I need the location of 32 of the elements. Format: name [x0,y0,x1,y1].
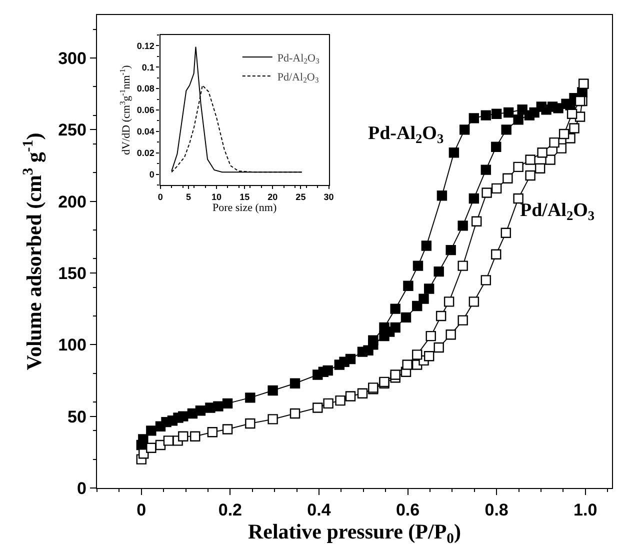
y-tick-label: 0.08 [136,84,154,94]
y-tick-label: 300 [58,48,86,68]
legend-label: Pd-Al$_{2}$O$_{3}$ [277,52,320,66]
x-tick-label: 0.2 [218,500,242,520]
y-tick-label: 0 [76,478,86,498]
y-tick-label: 0.1 [142,62,154,72]
annotation: Pd-Al$_{2}$O$_{3}$ [368,123,444,146]
y-tick-label: 0 [149,169,154,180]
annotation: Pd/Al$_{2}$O$_{3}$ [520,200,595,223]
y-tick-label: 0.02 [136,148,154,158]
x-tick-label: 5 [186,192,191,202]
legend-label: Pd/Al$_{2}$O$_{3}$ [277,71,319,85]
x-tick-label: 1.0 [574,500,598,520]
y-tick-label: 250 [58,120,86,140]
y-tick-label: 0.06 [136,105,154,116]
x-tick-label: 0.4 [307,500,332,520]
y-tick-label: 50 [68,407,86,426]
y-tick-label: 100 [58,336,86,355]
y-tick-label: 200 [58,192,86,212]
y-tick-label: 0.04 [136,126,154,137]
x-tick-label: 0 [158,192,163,202]
x-axis-title: Relative pressure (P/P$_{0}$) [248,520,462,547]
x-tick-label: 30 [324,192,334,202]
x-tick-label: 0.6 [396,500,420,520]
x-tick-label: 10 [211,192,222,202]
y-tick-label: 0.12 [136,40,154,51]
x-tick-label: 15 [240,192,250,202]
x-tick-label: 25 [296,192,306,202]
x-tick-label: 0.8 [484,500,508,520]
x-tick-label: 20 [268,192,278,202]
y-tick-label: 150 [58,264,86,283]
x-axis-title: Pore size (nm) [212,202,277,214]
